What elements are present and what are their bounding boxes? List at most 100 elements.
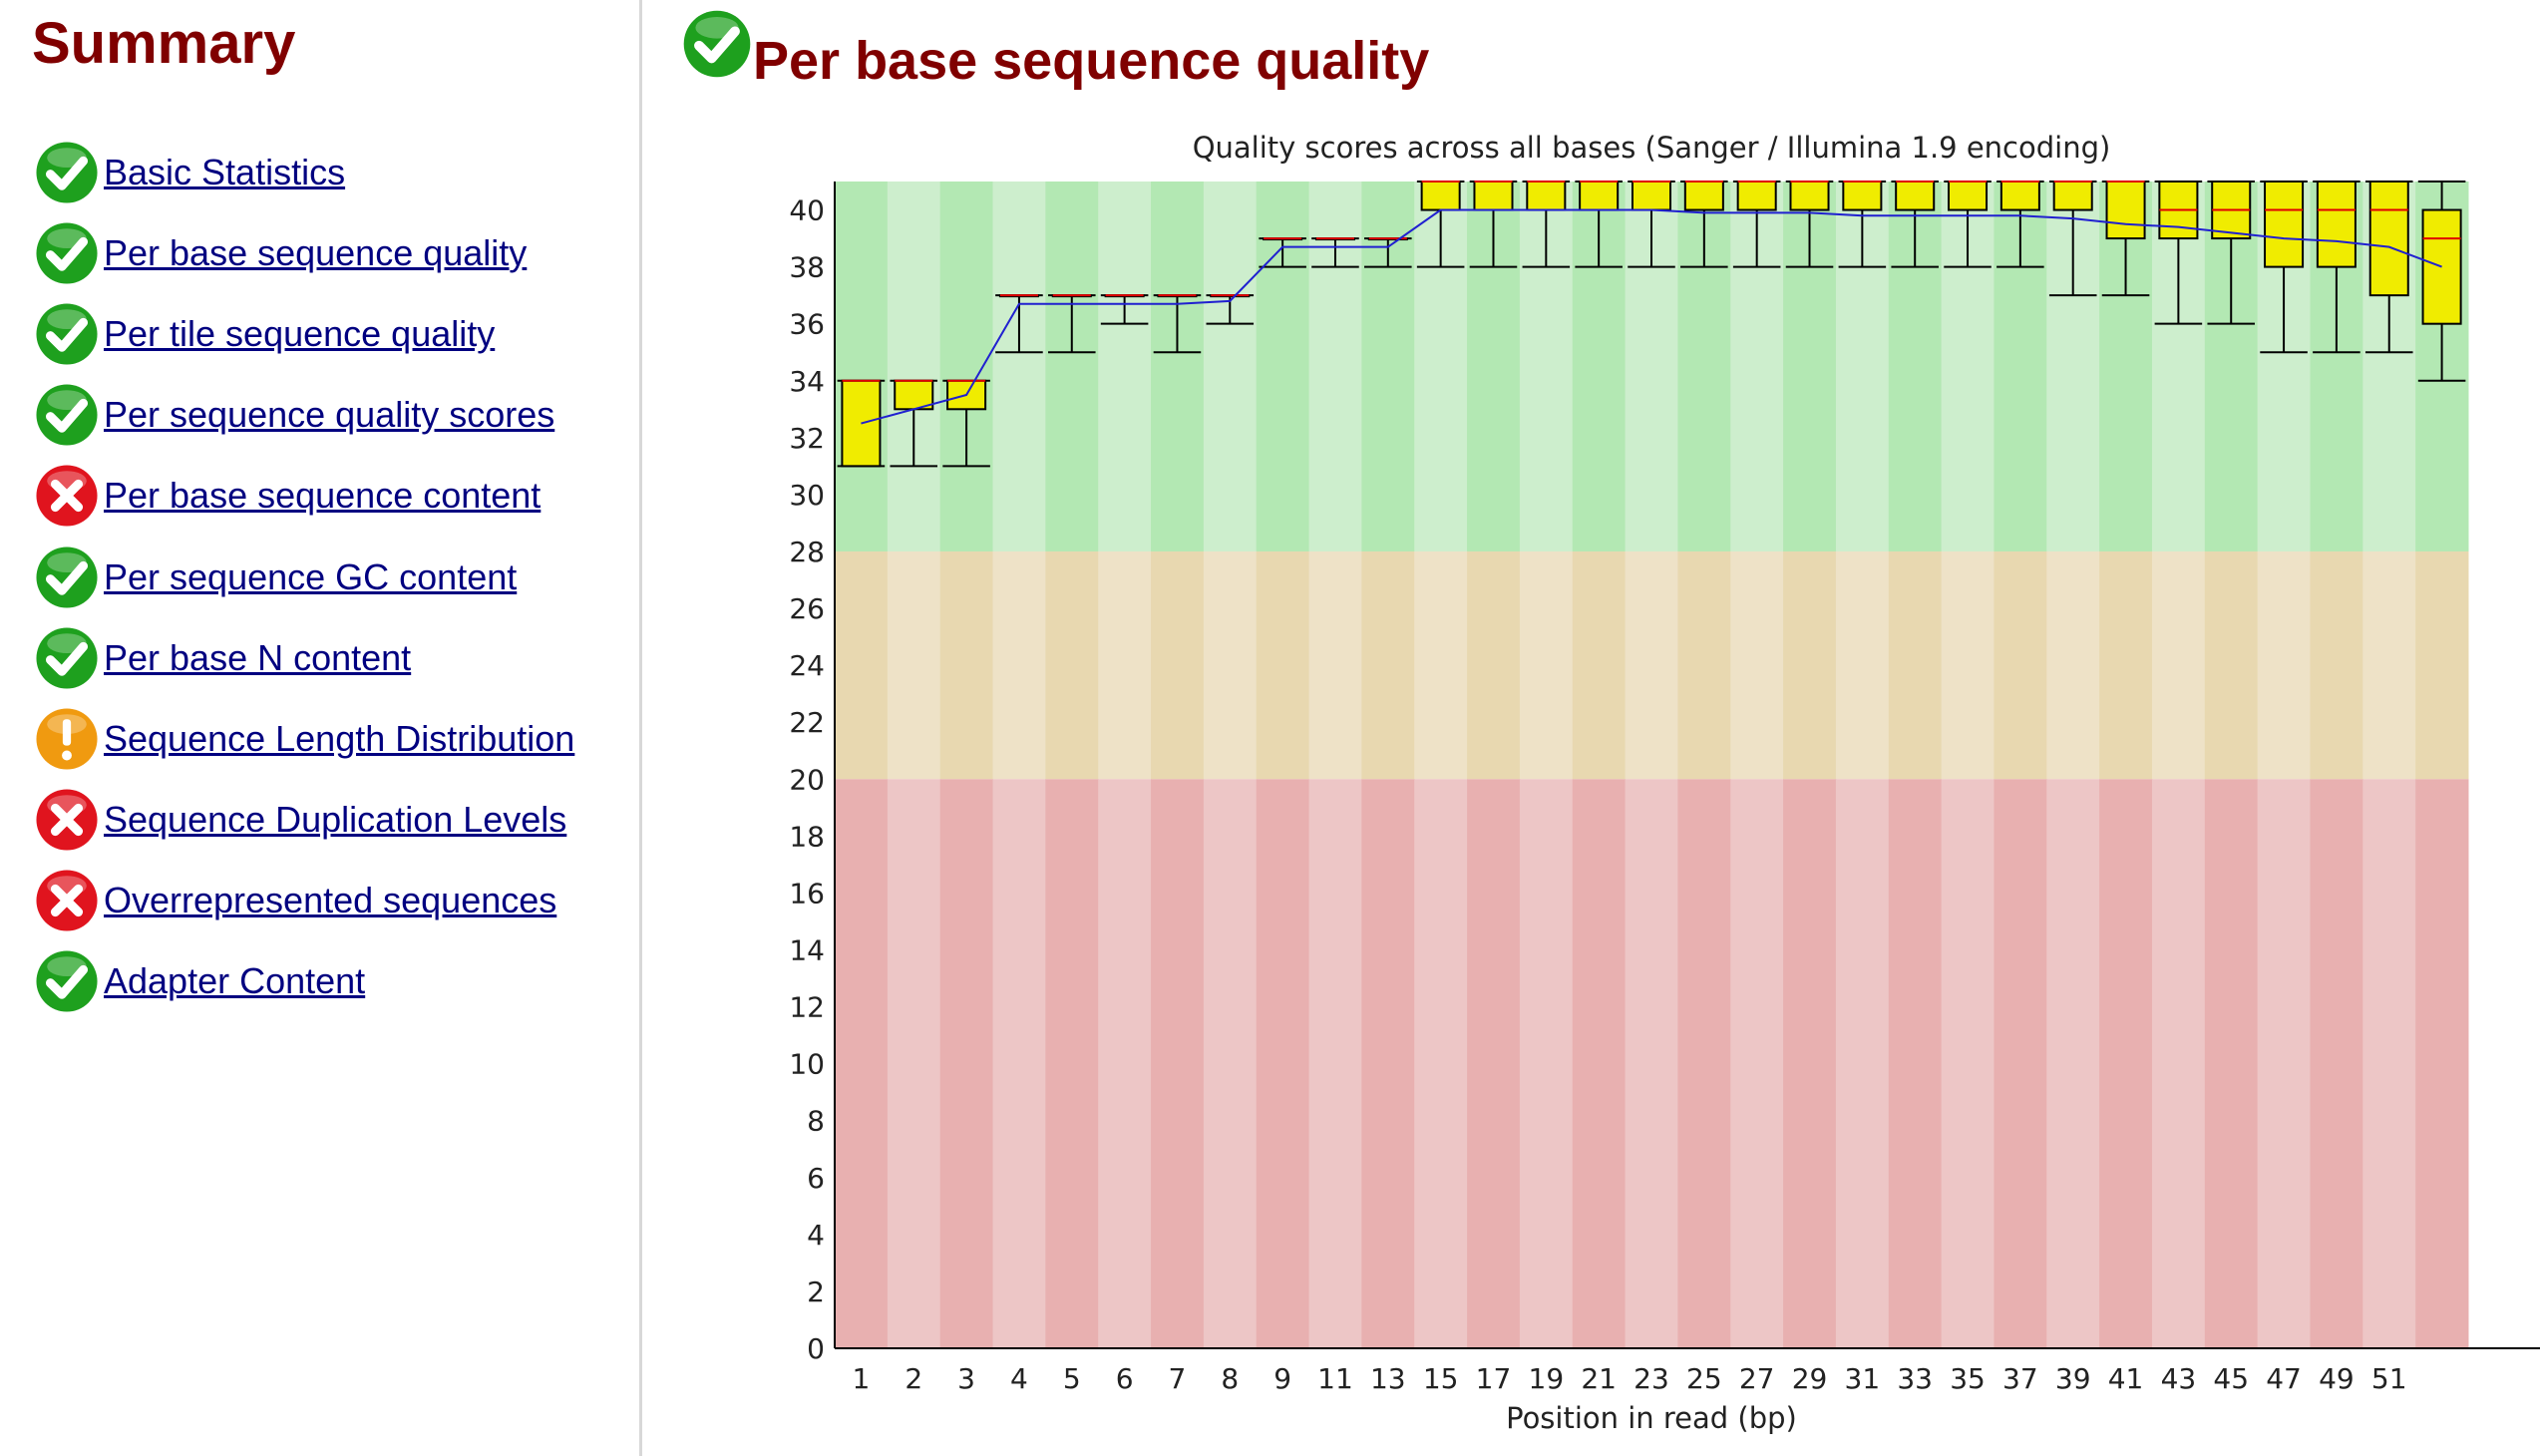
summary-sidebar: Summary Basic Statistics Per base sequenc… [0,0,642,1456]
module-item-per-sequence-quality-scores: Per sequence quality scores [34,375,574,456]
zone-band-bad [1519,779,1574,1348]
zone-band-bad [1361,779,1415,1348]
check-icon [36,142,98,203]
zone-band-good [992,182,1046,551]
zone-band-warning [2099,550,2153,780]
module-link-adapter-content[interactable]: Adapter Content [104,960,366,1002]
check-icon [36,950,98,1012]
module-item-sequence-length-distribution: Sequence Length Distribution [34,698,574,779]
mean-line [861,208,2442,425]
x-tick-label: 13 [1370,1362,1406,1395]
zone-band-warning [1256,550,1310,780]
y-tick-label: 20 [789,763,825,796]
x-tick-label: 21 [1581,1362,1617,1395]
module-link-per-sequence-quality-scores[interactable]: Per sequence quality scores [104,394,555,436]
x-tick-label: 5 [1063,1362,1081,1395]
zone-band-good [1308,182,1362,551]
module-item-per-base-n-content: Per base N content [34,617,574,698]
x-tick-label: 8 [1221,1362,1239,1395]
x-tick-label: 33 [1897,1362,1933,1395]
x-tick-label: 2 [905,1362,922,1395]
box [1579,181,1620,211]
zone-band-bad [2204,779,2259,1348]
box [1999,181,2040,211]
x-tick-label: 51 [2371,1362,2407,1395]
x-tick-label: 47 [2266,1362,2302,1395]
summary-title: Summary [32,11,296,76]
zone-band-good [1045,182,1099,551]
module-link-per-base-sequence-content[interactable]: Per base sequence content [104,475,542,517]
zone-band-bad [1941,779,1995,1348]
module-link-overrepresented-sequences[interactable]: Overrepresented sequences [104,880,557,921]
check-icon [36,222,98,284]
module-link-per-tile-sequence-quality[interactable]: Per tile sequence quality [104,312,496,354]
x-tick-label: 45 [2213,1362,2249,1395]
zone-band-warning [1677,550,1731,780]
x-tick-label: 29 [1792,1362,1828,1395]
x-tick-label: 6 [1116,1362,1134,1395]
zone-band-bad [1835,779,1890,1348]
zone-band-warning [1151,550,1205,780]
zone-band-good [1203,182,1258,551]
zone-band-warning [887,550,941,780]
zone-band-good [887,182,941,551]
y-tick-label: 8 [807,1105,825,1138]
zone-band-good [1098,182,1152,551]
y-tick-label: 16 [789,877,825,910]
y-tick-label: 4 [807,1219,825,1252]
module-link-basic-statistics[interactable]: Basic Statistics [104,151,346,192]
module-link-sequence-length-distribution[interactable]: Sequence Length Distribution [104,717,575,759]
module-item-per-sequence-gc-content: Per sequence GC content [34,537,574,617]
zone-band-warning [1572,550,1627,780]
module-item-per-base-sequence-content: Per base sequence content [34,456,574,537]
zone-band-warning [2204,550,2259,780]
y-tick-label: 28 [789,536,825,568]
box [2264,181,2305,268]
check-icon [36,627,98,689]
zone-band-warning [2151,550,2206,780]
zone-band-bad [2310,779,2363,1348]
y-tick-label: 12 [789,991,825,1024]
zone-band-bad [2415,779,2469,1348]
y-tick-label: 6 [807,1162,825,1195]
zone-band-bad [1256,779,1310,1348]
zone-band-warning [1625,550,1678,780]
zone-band-bad [1467,779,1521,1348]
module-item-adapter-content: Adapter Content [34,941,574,1022]
y-tick-label: 38 [789,251,825,284]
box [1789,181,1830,211]
x-tick-label: 25 [1686,1362,1722,1395]
x-tick-label: 41 [2108,1362,2144,1395]
zone-band-warning [939,550,994,780]
y-tick-label: 10 [789,1048,825,1081]
box [1526,181,1567,211]
zone-band-good [1256,182,1310,551]
zone-band-bad [1677,779,1731,1348]
module-link-per-sequence-gc-content[interactable]: Per sequence GC content [104,555,518,597]
module-link-sequence-duplication-levels[interactable]: Sequence Duplication Levels [104,799,567,841]
zone-band-bad [2046,779,2100,1348]
module-link-per-base-n-content[interactable]: Per base N content [104,636,412,678]
zone-band-warning [2046,550,2100,780]
module-link-per-base-sequence-quality[interactable]: Per base sequence quality [104,231,528,273]
box [1736,181,1777,211]
zone-band-bad [2099,779,2153,1348]
y-tick-label: 26 [789,592,825,625]
cross-icon [36,789,98,851]
y-tick-label: 32 [789,422,825,455]
check-icon [36,303,98,365]
y-tick-label: 18 [789,820,825,853]
x-tick-label: 31 [1845,1362,1881,1395]
y-tick-label: 22 [789,706,825,739]
zone-band-warning [2310,550,2363,780]
zone-band-warning [1519,550,1574,780]
check-icon [36,384,98,446]
y-tick-label: 40 [789,194,825,227]
y-tick-label: 2 [807,1275,825,1308]
module-item-overrepresented-sequences: Overrepresented sequences [34,861,574,941]
zone-band-bad [1783,779,1837,1348]
zone-band-bad [1888,779,1943,1348]
zone-band-warning [835,550,889,780]
cross-icon [36,465,98,527]
x-tick-label: 43 [2161,1362,2197,1395]
